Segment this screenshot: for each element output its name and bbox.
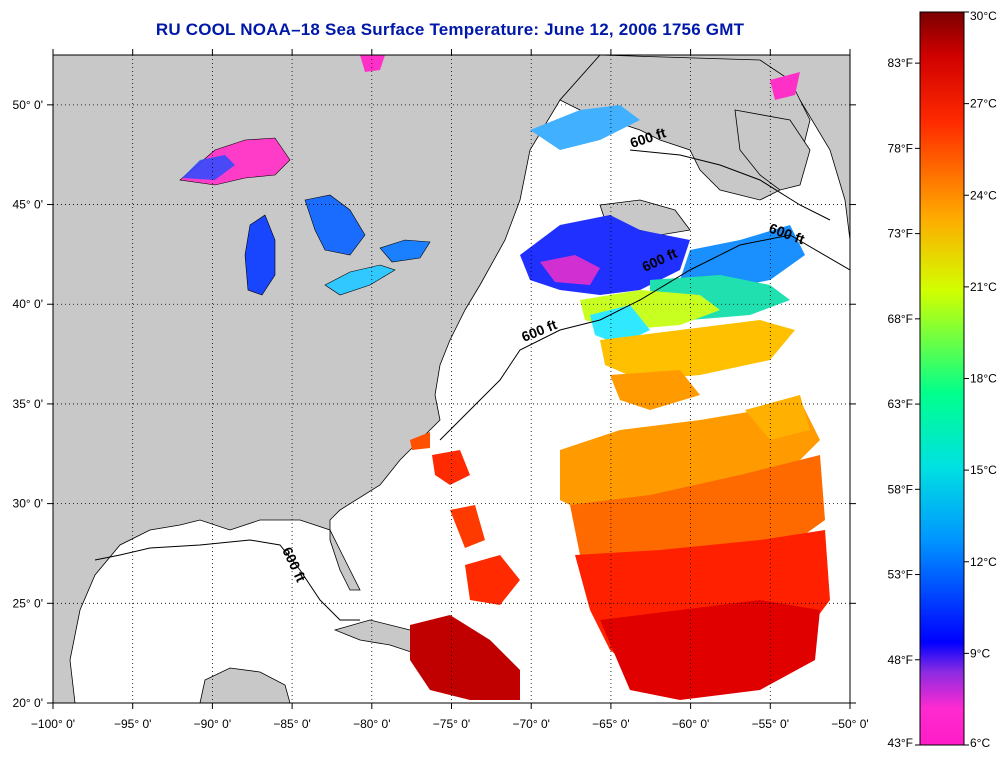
colorbar-fahrenheit-labels: 83°F 78°F 73°F 68°F 63°F 58°F 53°F 48°F 43°F	[888, 56, 920, 750]
colorbar-label-fahrenheit: 73°F	[888, 227, 913, 241]
newfoundland-land	[734, 109, 811, 191]
x-tick-label: −80° 0'	[353, 717, 390, 731]
mexico-land	[199, 667, 291, 703]
colorbar-label-fahrenheit: 78°F	[888, 141, 913, 155]
depth-contour-600ft	[94, 149, 850, 621]
colorbar-label-celsius: 18°C	[970, 372, 997, 386]
colorbar-label-fahrenheit: 58°F	[888, 482, 913, 496]
x-tick-label: −60° 0'	[672, 717, 709, 731]
x-tick-label: −50° 0'	[831, 717, 868, 731]
colorbar-label-celsius: 15°C	[970, 463, 997, 477]
lake-ontario	[379, 239, 431, 263]
latitude-ticks: 50° 0' 45° 0' 40° 0' 35° 0' 30° 0' 25° 0' 20° …	[13, 98, 856, 710]
y-tick-label: 40° 0'	[13, 297, 43, 311]
y-tick-label: 30° 0'	[13, 497, 43, 511]
lake-huron	[304, 194, 366, 256]
lake-michigan	[244, 214, 276, 296]
y-tick-label: 20° 0'	[13, 696, 43, 710]
lake-erie	[324, 264, 396, 296]
colorbar-gradient	[919, 11, 965, 746]
y-tick-label: 45° 0'	[13, 198, 43, 212]
y-tick-label: 25° 0'	[13, 596, 43, 610]
colorbar-label-fahrenheit: 53°F	[888, 568, 913, 582]
colorbar-label-fahrenheit: 43°F	[888, 736, 913, 750]
x-tick-label: −90° 0'	[194, 717, 231, 731]
y-tick-label: 35° 0'	[13, 397, 43, 411]
colorbar-label-celsius: 30°C	[970, 9, 997, 23]
x-tick-label: −55° 0'	[752, 717, 789, 731]
lake-superior-cold	[182, 155, 235, 180]
colorbar-label-celsius: 9°C	[970, 646, 990, 660]
colorbar-label-celsius: 24°C	[970, 188, 997, 202]
colorbar-label-celsius: 27°C	[970, 97, 997, 111]
x-tick-label: −100° 0'	[31, 717, 75, 731]
map-layers	[53, 55, 850, 703]
colorbar-label-fahrenheit: 63°F	[888, 397, 913, 411]
colorbar-label-celsius: 21°C	[970, 280, 997, 294]
colorbar-label-fahrenheit: 68°F	[888, 312, 913, 326]
x-tick-label: −85° 0'	[273, 717, 310, 731]
colorbar-celsius-labels: 30°C 27°C 24°C 21°C 18°C 15°C 12°C 9°C 6°C	[964, 9, 997, 750]
colorbar-label-celsius: 12°C	[970, 555, 997, 569]
sst-south	[410, 395, 830, 700]
graticule	[53, 55, 850, 703]
x-tick-label: −95° 0'	[114, 717, 151, 731]
x-tick-label: −75° 0'	[433, 717, 470, 731]
colorbar-label-celsius: 6°C	[970, 736, 990, 750]
colorbar-label-fahrenheit: 48°F	[888, 653, 913, 667]
longitude-ticks: −100° 0' −95° 0' −90° 0' −85° 0' −80° 0' −75°…	[31, 49, 869, 731]
sst-northeast	[360, 55, 805, 410]
y-tick-label: 50° 0'	[13, 98, 43, 112]
x-tick-label: −70° 0'	[512, 717, 549, 731]
colorbar: 30°C 27°C 24°C 21°C 18°C 15°C 12°C 9°C 6°C 83°F 7…	[888, 9, 998, 750]
colorbar-label-fahrenheit: 83°F	[888, 56, 913, 70]
map-title: RU COOL NOAA–18 Sea Surface Temperature:…	[155, 20, 745, 39]
x-tick-label: −65° 0'	[592, 717, 629, 731]
